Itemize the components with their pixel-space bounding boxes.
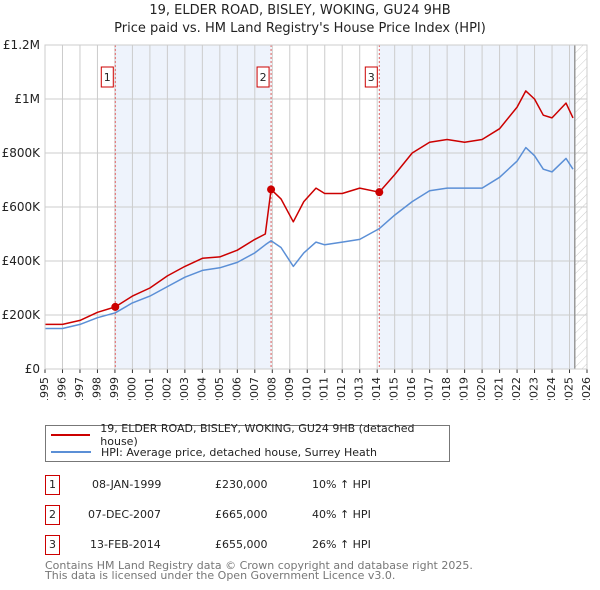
transaction-date: 13-FEB-2014 <box>90 538 161 551</box>
x-tick-label: 2001 <box>143 377 156 400</box>
sale-point <box>111 302 120 311</box>
x-tick-label: 2017 <box>423 377 436 400</box>
y-tick-label: £0 <box>25 362 40 376</box>
x-tick-label: 2014 <box>370 377 383 400</box>
sale-label: 1 <box>104 71 111 84</box>
x-tick-label: 2024 <box>545 377 558 400</box>
transaction-hpi: 26% ↑ HPI <box>312 538 371 551</box>
price-chart: 1995 1996 1997 1998 1999 2000 2001 2002 2003 2004… <box>2 38 593 400</box>
sale-point <box>267 185 276 194</box>
x-tick-label: 2004 <box>195 377 208 400</box>
x-tick-label: 2020 <box>475 377 488 400</box>
x-tick-label: 2023 <box>528 377 541 400</box>
x-tick-label: 1995 <box>38 377 51 400</box>
transaction-price: £230,000 <box>215 478 268 491</box>
sale-label-box <box>100 66 114 88</box>
x-tick-label: 2003 <box>178 377 191 400</box>
y-tick-label: £1.2M <box>3 38 40 52</box>
transaction-marker: 3 <box>45 535 60 555</box>
sale-label-box <box>256 66 270 88</box>
x-tick-label: 1999 <box>108 377 121 400</box>
y-tick-label: £600K <box>2 200 42 214</box>
transaction-price: £665,000 <box>215 508 268 521</box>
legend-swatch-red <box>51 434 91 436</box>
legend-item-property: 19, ELDER ROAD, BISLEY, WOKING, GU24 9HB… <box>51 422 449 448</box>
hpi-line <box>45 146 574 330</box>
y-tick-label: £1M <box>14 92 40 106</box>
x-tick-label: 2022 <box>510 377 523 400</box>
transaction-date: 07-DEC-2007 <box>88 508 162 521</box>
x-tick-label: 2007 <box>248 377 261 400</box>
x-tick-label: 2010 <box>300 377 313 400</box>
transaction-hpi: 10% ↑ HPI <box>312 478 371 491</box>
transaction-marker: 1 <box>45 475 60 495</box>
transaction-row: 1 08-JAN-1999 £230,000 10% ↑ HPI <box>45 475 445 495</box>
footer-copyright: Contains HM Land Registry data © Crown c… <box>45 559 473 572</box>
transaction-hpi: 40% ↑ HPI <box>312 508 371 521</box>
plot-frame <box>44 44 588 370</box>
sale-label-box <box>364 66 378 88</box>
chart-title: 19, ELDER ROAD, BISLEY, WOKING, GU24 9HB <box>149 3 451 18</box>
sale-label: 2 <box>260 71 267 84</box>
x-tick-label: 2005 <box>213 377 226 400</box>
x-tick-label: 2012 <box>335 377 348 400</box>
transaction-date: 08-JAN-1999 <box>92 478 162 491</box>
legend-label: HPI: Average price, detached house, Surr… <box>101 445 378 459</box>
x-tick-label: 2000 <box>125 377 138 400</box>
transaction-row: 2 07-DEC-2007 £665,000 40% ↑ HPI <box>45 505 445 525</box>
x-tick-label: 2016 <box>405 377 418 400</box>
sale-label: 3 <box>368 71 375 84</box>
property-price-line <box>45 90 574 326</box>
x-tick-label: 1996 <box>55 377 68 400</box>
y-tick-label: £800K <box>2 146 42 160</box>
x-tick-label: 2015 <box>388 377 401 400</box>
legend: 19, ELDER ROAD, BISLEY, WOKING, GU24 9HB… <box>45 422 450 462</box>
chart-subtitle: Price paid vs. HM Land Registry's House … <box>114 21 486 36</box>
transaction-row: 3 13-FEB-2014 £655,000 26% ↑ HPI <box>45 535 445 555</box>
x-tick-label: 2021 <box>493 377 506 400</box>
x-tick-label: 1997 <box>73 377 86 400</box>
x-tick-label: 2018 <box>440 377 453 400</box>
x-tick-label: 2006 <box>230 377 243 400</box>
x-tick-label: 2011 <box>318 377 331 400</box>
x-tick-label: 2019 <box>458 377 471 400</box>
sale-point <box>375 188 384 197</box>
y-tick-label: £400K <box>2 254 42 268</box>
x-tick-label: 2025 <box>563 377 576 400</box>
transaction-marker: 2 <box>45 505 60 525</box>
x-tick-label: 2008 <box>265 377 278 400</box>
x-tick-label: 2013 <box>353 377 366 400</box>
legend-label: 19, ELDER ROAD, BISLEY, WOKING, GU24 9HB… <box>100 422 415 448</box>
x-tick-label: 2002 <box>160 377 173 400</box>
x-tick-label: 2009 <box>283 377 296 400</box>
footer: Contains HM Land Registry data © Crown c… <box>45 559 473 582</box>
legend-item-hpi: HPI: Average price, detached house, Surr… <box>51 444 377 460</box>
y-tick-label: £200K <box>2 308 42 322</box>
footer-licence: This data is licensed under the Open Gov… <box>45 569 396 582</box>
x-tick-label: 1998 <box>90 377 103 400</box>
transaction-price: £655,000 <box>215 538 268 551</box>
legend-swatch-blue <box>51 451 91 453</box>
x-tick-label: 2026 <box>580 377 593 400</box>
